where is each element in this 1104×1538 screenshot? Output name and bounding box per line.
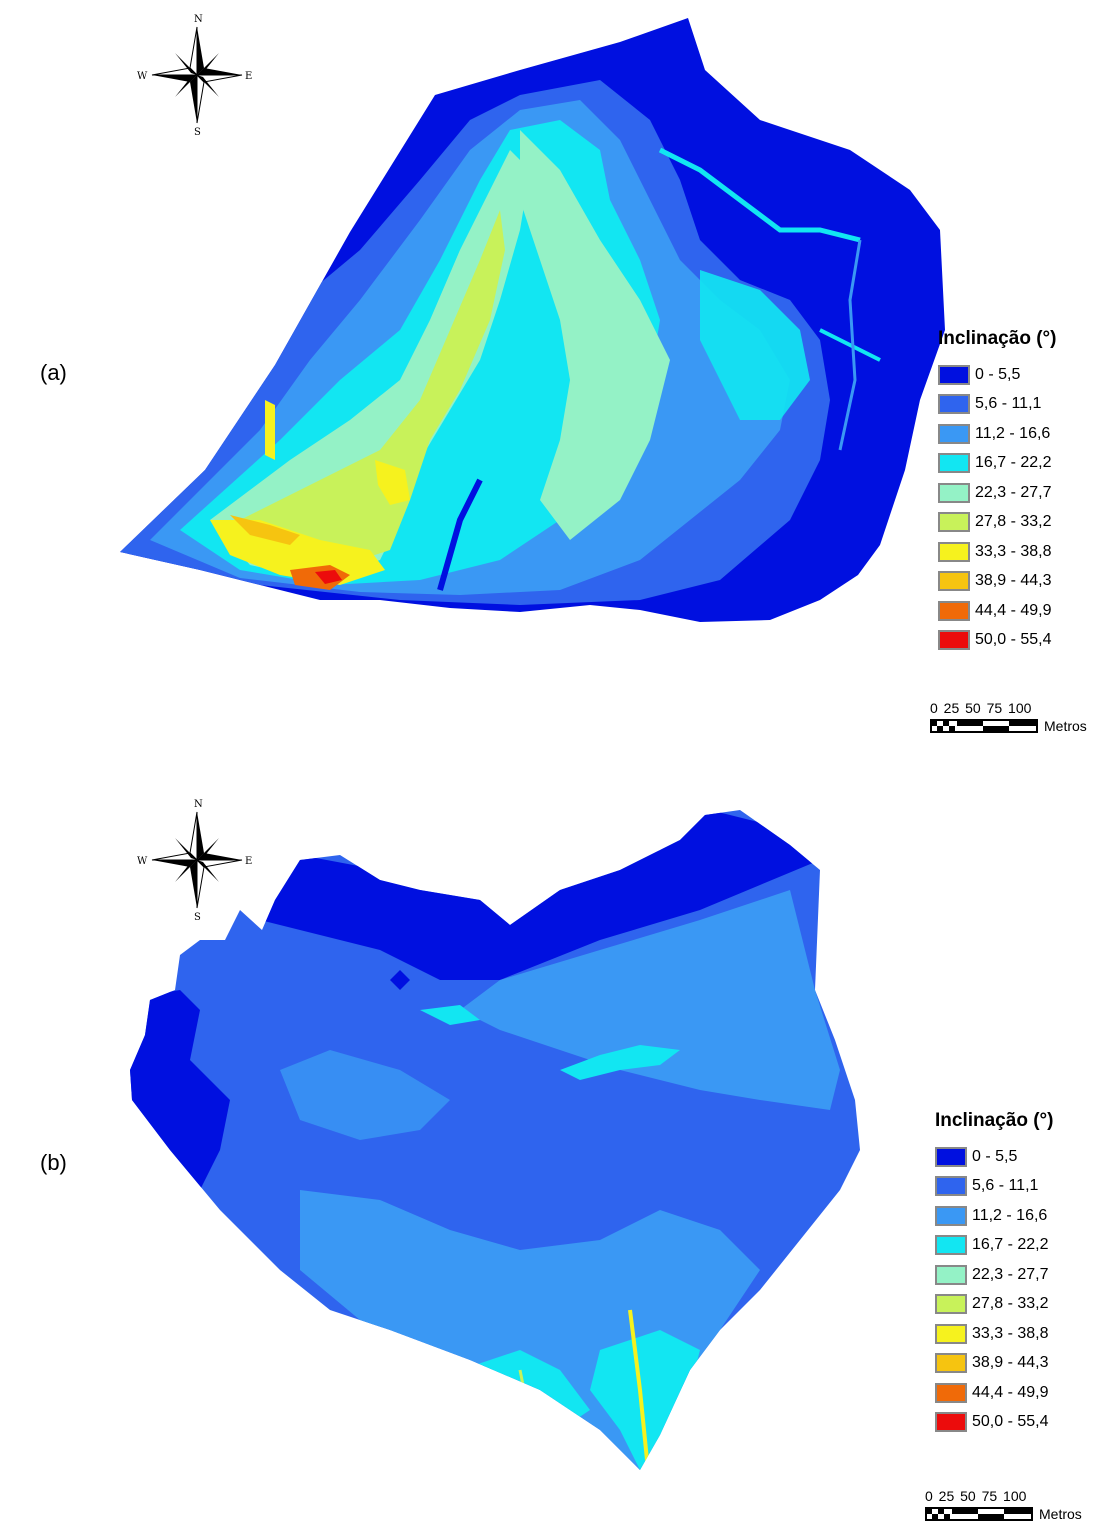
legend-item: 22,3 - 27,7: [938, 478, 1104, 508]
compass-s-label: S: [194, 127, 201, 138]
legend-label: 33,3 - 38,8: [975, 542, 1052, 560]
legend-item: 44,4 - 49,9: [938, 596, 1104, 626]
legend-swatch: [935, 1205, 967, 1226]
legend-swatch: [938, 541, 970, 562]
legend-items: 0 - 5,5 5,6 - 11,1 11,2 - 16,6 16,7 - 22,2 2…: [938, 360, 1104, 655]
legend-swatch: [935, 1146, 967, 1167]
compass-n-label: N: [194, 14, 203, 25]
scale-bar-ticks: 0 25 50 75 100: [925, 1488, 1027, 1504]
scale-bar-unit: Metros: [1039, 1506, 1082, 1522]
legend-items: 0 - 5,5 5,6 - 11,1 11,2 - 16,6 16,7 - 22,2 2…: [935, 1142, 1104, 1437]
scale-bar: 0 25 50 75 100 Metros: [930, 700, 1104, 750]
legend-swatch: [935, 1353, 967, 1374]
legend: Inclinação (°) 0 - 5,5 5,6 - 11,1 11,2 - 1…: [938, 328, 1104, 655]
compass-e-label: E: [245, 71, 252, 82]
legend-label: 16,7 - 22,2: [972, 1236, 1049, 1254]
legend-item: 33,3 - 38,8: [935, 1319, 1104, 1349]
legend-item: 50,0 - 55,4: [938, 626, 1104, 656]
legend-swatch: [938, 423, 970, 444]
compass-w-label: W: [137, 71, 148, 82]
legend-label: 44,4 - 49,9: [972, 1383, 1049, 1401]
legend-swatch: [938, 630, 970, 651]
compass-n-label: N: [194, 799, 203, 810]
legend-item: 5,6 - 11,1: [938, 390, 1104, 420]
legend-item: 0 - 5,5: [938, 360, 1104, 390]
legend-item: 16,7 - 22,2: [935, 1231, 1104, 1261]
slope-map-a: [120, 18, 945, 622]
legend-label: 50,0 - 55,4: [972, 1413, 1049, 1431]
legend-swatch: [938, 364, 970, 385]
legend-item: 16,7 - 22,2: [938, 449, 1104, 479]
legend-title: Inclinação (°): [938, 328, 1057, 349]
scale-bar-unit: Metros: [1044, 718, 1087, 734]
legend: Inclinação (°) 0 - 5,5 5,6 - 11,1 11,2 - 1…: [935, 1110, 1104, 1437]
compass-s-label: S: [194, 912, 201, 923]
legend-label: 11,2 - 16,6: [972, 1206, 1048, 1224]
legend-item: 11,2 - 16,6: [935, 1201, 1104, 1231]
legend-swatch: [935, 1264, 967, 1285]
legend-label: 5,6 - 11,1: [972, 1177, 1039, 1195]
legend-swatch: [935, 1294, 967, 1315]
legend-label: 38,9 - 44,3: [975, 572, 1052, 590]
scale-bar-graphic: [930, 719, 1038, 733]
legend-swatch: [938, 571, 970, 592]
legend-swatch: [938, 453, 970, 474]
legend-label: 50,0 - 55,4: [975, 631, 1052, 649]
legend-item: 5,6 - 11,1: [935, 1172, 1104, 1202]
legend-item: 27,8 - 33,2: [935, 1290, 1104, 1320]
legend-label: 22,3 - 27,7: [972, 1265, 1049, 1283]
north-arrow-compass-icon: N S E W: [137, 14, 252, 138]
legend-label: 44,4 - 49,9: [975, 601, 1052, 619]
legend-label: 22,3 - 27,7: [975, 483, 1052, 501]
slope-map-b: [130, 800, 860, 1470]
legend-title: Inclinação (°): [935, 1110, 1054, 1131]
legend-label: 33,3 - 38,8: [972, 1324, 1049, 1342]
legend-item: 27,8 - 33,2: [938, 508, 1104, 538]
slope-map-panel-b: N S E W (b) Inclinação (°) 0 - 5,5 5,6 - …: [0, 770, 1104, 1530]
compass-w-label: W: [137, 856, 148, 867]
scale-bar-graphic: [925, 1507, 1033, 1521]
legend-swatch: [938, 482, 970, 503]
legend-label: 27,8 - 33,2: [975, 513, 1052, 531]
legend-swatch: [938, 394, 970, 415]
legend-label: 16,7 - 22,2: [975, 454, 1052, 472]
legend-item: 38,9 - 44,3: [938, 567, 1104, 597]
legend-label: 5,6 - 11,1: [975, 395, 1042, 413]
legend-swatch: [935, 1176, 967, 1197]
panel-label: (b): [40, 1150, 67, 1175]
legend-item: 22,3 - 27,7: [935, 1260, 1104, 1290]
legend-item: 0 - 5,5: [935, 1142, 1104, 1172]
panel-label: (a): [40, 360, 67, 385]
legend-swatch: [935, 1412, 967, 1433]
legend-swatch: [935, 1235, 967, 1256]
slope-map-panel-a: N S E W (a) Inclinação (°) 0 - 5,5 5,6 - …: [0, 0, 1104, 760]
legend-label: 38,9 - 44,3: [972, 1354, 1049, 1372]
scale-bar: 0 25 50 75 100 Metros: [925, 1488, 1104, 1538]
legend-label: 0 - 5,5: [972, 1147, 1018, 1165]
legend-item: 44,4 - 49,9: [935, 1378, 1104, 1408]
legend-item: 11,2 - 16,6: [938, 419, 1104, 449]
legend-item: 38,9 - 44,3: [935, 1349, 1104, 1379]
legend-swatch: [938, 600, 970, 621]
compass-e-label: E: [245, 856, 252, 867]
legend-swatch: [935, 1323, 967, 1344]
north-arrow-compass-icon: N S E W: [137, 799, 252, 923]
legend-item: 33,3 - 38,8: [938, 537, 1104, 567]
scale-bar-ticks: 0 25 50 75 100: [930, 700, 1032, 716]
legend-label: 11,2 - 16,6: [975, 424, 1051, 442]
legend-swatch: [935, 1382, 967, 1403]
legend-label: 0 - 5,5: [975, 365, 1021, 383]
legend-swatch: [938, 512, 970, 533]
legend-item: 50,0 - 55,4: [935, 1408, 1104, 1438]
legend-label: 27,8 - 33,2: [972, 1295, 1049, 1313]
